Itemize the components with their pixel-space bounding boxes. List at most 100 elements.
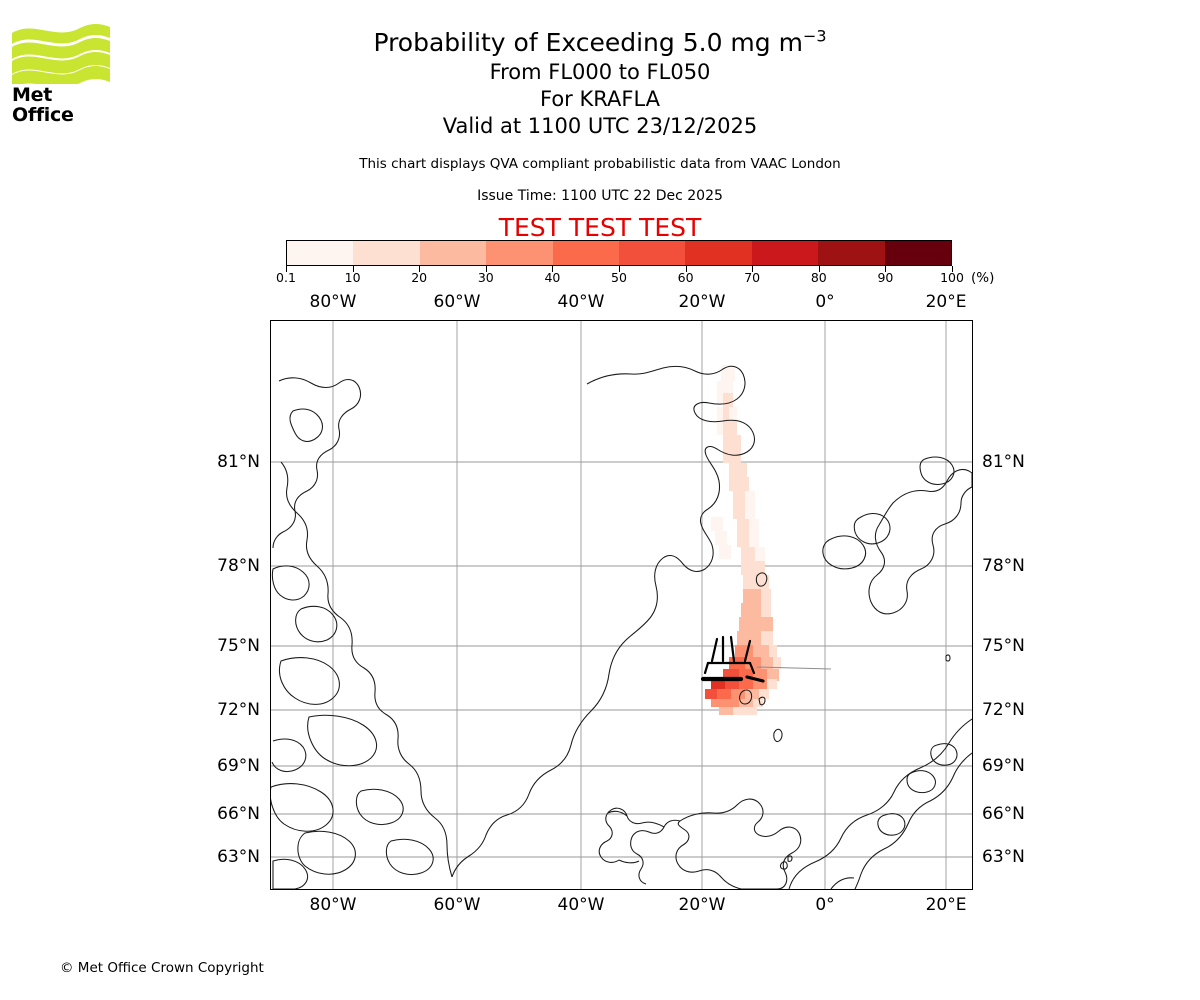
colorbar-tick xyxy=(286,266,287,272)
coastline-path xyxy=(906,770,936,794)
logo-wave-band xyxy=(12,52,110,74)
lat-tick-label-right: 63°N xyxy=(982,847,1025,867)
colorbar-swatch-6 xyxy=(685,241,752,265)
plume-cell xyxy=(761,589,771,603)
met-office-wave-icon xyxy=(12,24,110,84)
plume-cell xyxy=(749,519,759,533)
qva-note: This chart displays QVA compliant probab… xyxy=(359,156,841,172)
plume-cell xyxy=(753,645,769,657)
lat-tick-label-left: 81°N xyxy=(217,452,260,472)
plume-cell xyxy=(731,449,741,463)
coastline-path xyxy=(297,830,356,875)
colorbar-swatch-7 xyxy=(751,241,819,265)
coastline-path xyxy=(930,743,958,766)
coastline-path xyxy=(295,605,338,643)
source-contour-marker xyxy=(700,635,832,683)
coastline-path xyxy=(854,752,972,889)
colorbar-tick xyxy=(485,266,487,272)
plume-cell xyxy=(735,645,753,657)
coastline-path xyxy=(919,456,955,485)
plume-cell xyxy=(723,381,733,393)
coastline-path xyxy=(830,877,855,889)
colorbar-swatch-8 xyxy=(818,241,885,265)
coastline-path xyxy=(280,461,453,878)
plume-cell xyxy=(737,631,761,645)
colorbar-tick xyxy=(352,266,354,272)
lat-tick-label-left: 72°N xyxy=(217,700,260,720)
colorbar-tick xyxy=(685,266,687,272)
plume-cell xyxy=(767,679,777,689)
plume-cell xyxy=(749,533,759,547)
plume-cell xyxy=(723,407,733,421)
colorbar-tick xyxy=(885,266,887,272)
colorbar-tick-label: 100 xyxy=(940,270,964,285)
colorbar-tick-label: 20 xyxy=(411,270,428,285)
coastline-path xyxy=(788,718,972,889)
source-contour xyxy=(743,639,752,663)
lat-tick-label-right: 72°N xyxy=(982,700,1025,720)
colorbar-tick-label: 50 xyxy=(611,270,627,285)
plume-cell xyxy=(729,421,737,435)
plume-cell xyxy=(755,547,765,561)
plume-cell xyxy=(761,617,773,631)
source-contour xyxy=(703,661,710,675)
plume-cell xyxy=(745,657,761,669)
lat-tick-label-right: 69°N xyxy=(982,756,1025,776)
title-block: Probability of Exceeding 5.0 mg m−3 From… xyxy=(0,0,1200,242)
plume-cell xyxy=(723,421,733,435)
plume-cell xyxy=(729,477,739,491)
map-plot-area[interactable] xyxy=(270,320,973,890)
plume-cell xyxy=(761,603,771,617)
plume-cell xyxy=(725,679,739,689)
plume-cell xyxy=(755,561,765,575)
colorbar-swatch-4 xyxy=(552,241,620,265)
coastline-path xyxy=(787,855,793,862)
plume-cell xyxy=(717,421,723,435)
plume-cell xyxy=(739,699,753,707)
plume-cell xyxy=(743,589,761,603)
coastline-path xyxy=(739,689,753,705)
plume-cell xyxy=(733,505,745,519)
plume-cell xyxy=(767,669,779,681)
plume-cell xyxy=(737,533,749,547)
plume-cell xyxy=(747,707,757,715)
plume-cell xyxy=(745,505,755,519)
coastline-path xyxy=(853,512,891,545)
plume-cell xyxy=(717,407,723,421)
coastlines xyxy=(271,365,972,889)
plume-cell xyxy=(753,699,763,707)
colorbar-tick-label: 60 xyxy=(677,270,694,285)
colorbar-tick xyxy=(818,266,820,272)
colorbar-swatch-2 xyxy=(419,241,487,265)
lat-tick-label-right: 78°N xyxy=(982,556,1025,576)
plume-cell xyxy=(731,689,745,699)
colorbar-ticks xyxy=(286,266,953,274)
lon-tick-label-bot: 80°W xyxy=(309,895,357,915)
coastline-path xyxy=(451,365,756,878)
coastline-path xyxy=(607,810,628,817)
coastline-path xyxy=(271,738,307,773)
coastline-path xyxy=(877,813,906,836)
plume-cell xyxy=(729,463,739,477)
logo-wave-band xyxy=(12,24,110,44)
coastline-path xyxy=(755,572,768,587)
copyright-text: © Met Office Crown Copyright xyxy=(60,960,264,976)
coastline-path xyxy=(355,788,404,826)
coastline-path xyxy=(385,838,434,876)
plume-cell xyxy=(723,393,733,407)
coastline-path xyxy=(822,535,867,570)
source-axis-line xyxy=(756,666,832,670)
plume-cell xyxy=(705,689,717,699)
plume-cell xyxy=(741,547,755,561)
coastline-path xyxy=(272,858,309,889)
colorbar-tick-label: 10 xyxy=(344,270,361,285)
plume-cell xyxy=(773,657,781,669)
plume-cell xyxy=(725,699,739,707)
lon-tick-label-top: 20°W xyxy=(678,292,726,312)
lon-tick-label-bot: 40°W xyxy=(557,895,605,915)
colorbar-tick xyxy=(552,266,554,272)
source-contour xyxy=(710,637,719,663)
lon-tick-label-top: 0° xyxy=(815,292,835,312)
plume-cell xyxy=(769,645,777,657)
lon-tick-label-bot: 20°W xyxy=(678,895,726,915)
